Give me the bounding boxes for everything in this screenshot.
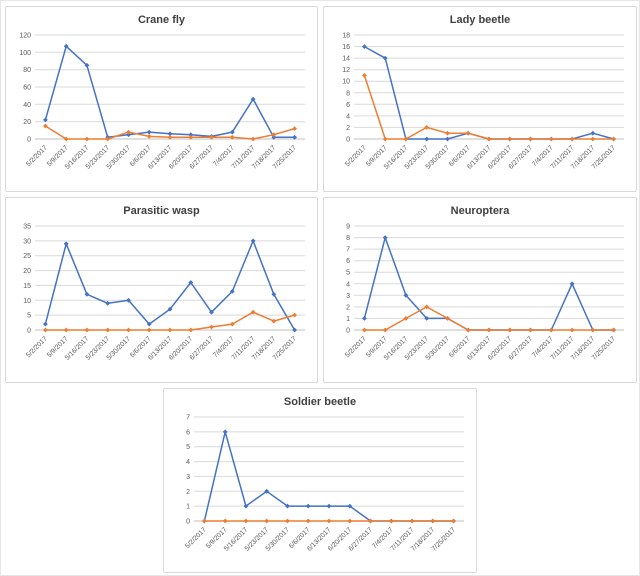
svg-text:9: 9 [346, 224, 350, 231]
svg-text:35: 35 [23, 224, 31, 231]
svg-text:8: 8 [346, 235, 350, 242]
svg-text:10: 10 [23, 298, 31, 305]
svg-text:2: 2 [186, 489, 190, 496]
chart-title-soldier-beetle: Soldier beetle [283, 396, 357, 408]
svg-text:5/2/2017: 5/2/2017 [25, 335, 49, 359]
svg-text:6: 6 [346, 258, 350, 265]
svg-text:5: 5 [186, 444, 190, 451]
svg-text:5/2/2017: 5/2/2017 [25, 144, 49, 168]
svg-text:4: 4 [346, 113, 350, 120]
svg-text:7: 7 [186, 415, 190, 422]
line-chart-parasitic-wasp: 051015202530355/2/20175/9/20175/16/20175… [23, 224, 305, 362]
svg-text:60: 60 [23, 85, 31, 92]
svg-text:20: 20 [23, 268, 31, 275]
chart-panel-parasitic-wasp[interactable]: Parasitic wasp 0 5 10 15 20 25 30 35 5/2/2017 5/9… [5, 197, 318, 383]
svg-text:30: 30 [23, 238, 31, 245]
svg-text:7: 7 [346, 247, 350, 254]
svg-text:3: 3 [346, 293, 350, 300]
svg-text:100: 100 [19, 50, 31, 57]
chart-panel-lady-beetle[interactable]: Lady beetle 0 2 4 6 8 10 12 14 16 18 5/2/2017 5/9/2… [323, 6, 637, 192]
line-chart-crane-fly: 0204060801001205/2/20175/9/20175/16/2017… [19, 33, 305, 171]
line-chart-soldier-beetle: 012345675/2/20175/9/20175/16/20175/23/20… [184, 415, 464, 553]
svg-text:1: 1 [346, 316, 350, 323]
svg-text:1: 1 [186, 504, 190, 511]
chart-title-lady-beetle: Lady beetle [449, 14, 511, 26]
svg-text:2: 2 [346, 304, 350, 311]
svg-text:6: 6 [186, 429, 190, 436]
svg-text:6: 6 [346, 102, 350, 109]
svg-text:25: 25 [23, 253, 31, 260]
svg-text:3: 3 [186, 474, 190, 481]
chart-title-crane-fly: Crane fly [137, 14, 186, 26]
svg-text:20: 20 [23, 119, 31, 126]
svg-text:2: 2 [346, 125, 350, 132]
svg-text:40: 40 [23, 102, 31, 109]
svg-text:0: 0 [186, 519, 190, 526]
chart-panel-neuroptera[interactable]: Neuroptera 0 1 2 3 4 5 6 7 8 9 5/2/2017 5/9/2017 5/1… [323, 197, 637, 383]
svg-text:16: 16 [342, 44, 350, 51]
svg-text:10: 10 [342, 79, 350, 86]
svg-text:18: 18 [342, 33, 350, 40]
chart-title-parasitic-wasp: Parasitic wasp [123, 205, 200, 217]
svg-text:5: 5 [346, 270, 350, 277]
chart-title-neuroptera: Neuroptera [450, 205, 510, 217]
svg-text:4: 4 [186, 459, 190, 466]
svg-text:120: 120 [19, 33, 31, 40]
chart-panel-crane-fly[interactable]: Crane fly 0 20 40 60 80 100 120 5/2/2017 5/9/201… [5, 6, 318, 192]
svg-text:0: 0 [27, 328, 31, 335]
svg-text:0: 0 [346, 328, 350, 335]
line-chart-lady-beetle: 0246810121416185/2/20175/9/20175/16/2017… [342, 33, 624, 171]
svg-text:0: 0 [27, 137, 31, 144]
chart-panel-soldier-beetle[interactable]: Soldier beetle 0 1 2 3 4 5 6 7 5/2/2017 5/9/2017 5… [163, 388, 477, 573]
svg-text:4: 4 [346, 281, 350, 288]
svg-text:15: 15 [23, 283, 31, 290]
svg-text:5: 5 [27, 313, 31, 320]
svg-text:5/2/2017: 5/2/2017 [184, 526, 208, 550]
svg-text:14: 14 [342, 56, 350, 63]
svg-text:80: 80 [23, 67, 31, 74]
svg-text:5/2/2017: 5/2/2017 [344, 335, 368, 359]
svg-text:5/2/2017: 5/2/2017 [344, 144, 368, 168]
svg-text:8: 8 [346, 90, 350, 97]
svg-text:12: 12 [342, 67, 350, 74]
line-chart-neuroptera: 01234567895/2/20175/9/20175/16/20175/23/… [344, 224, 624, 362]
svg-text:0: 0 [346, 137, 350, 144]
